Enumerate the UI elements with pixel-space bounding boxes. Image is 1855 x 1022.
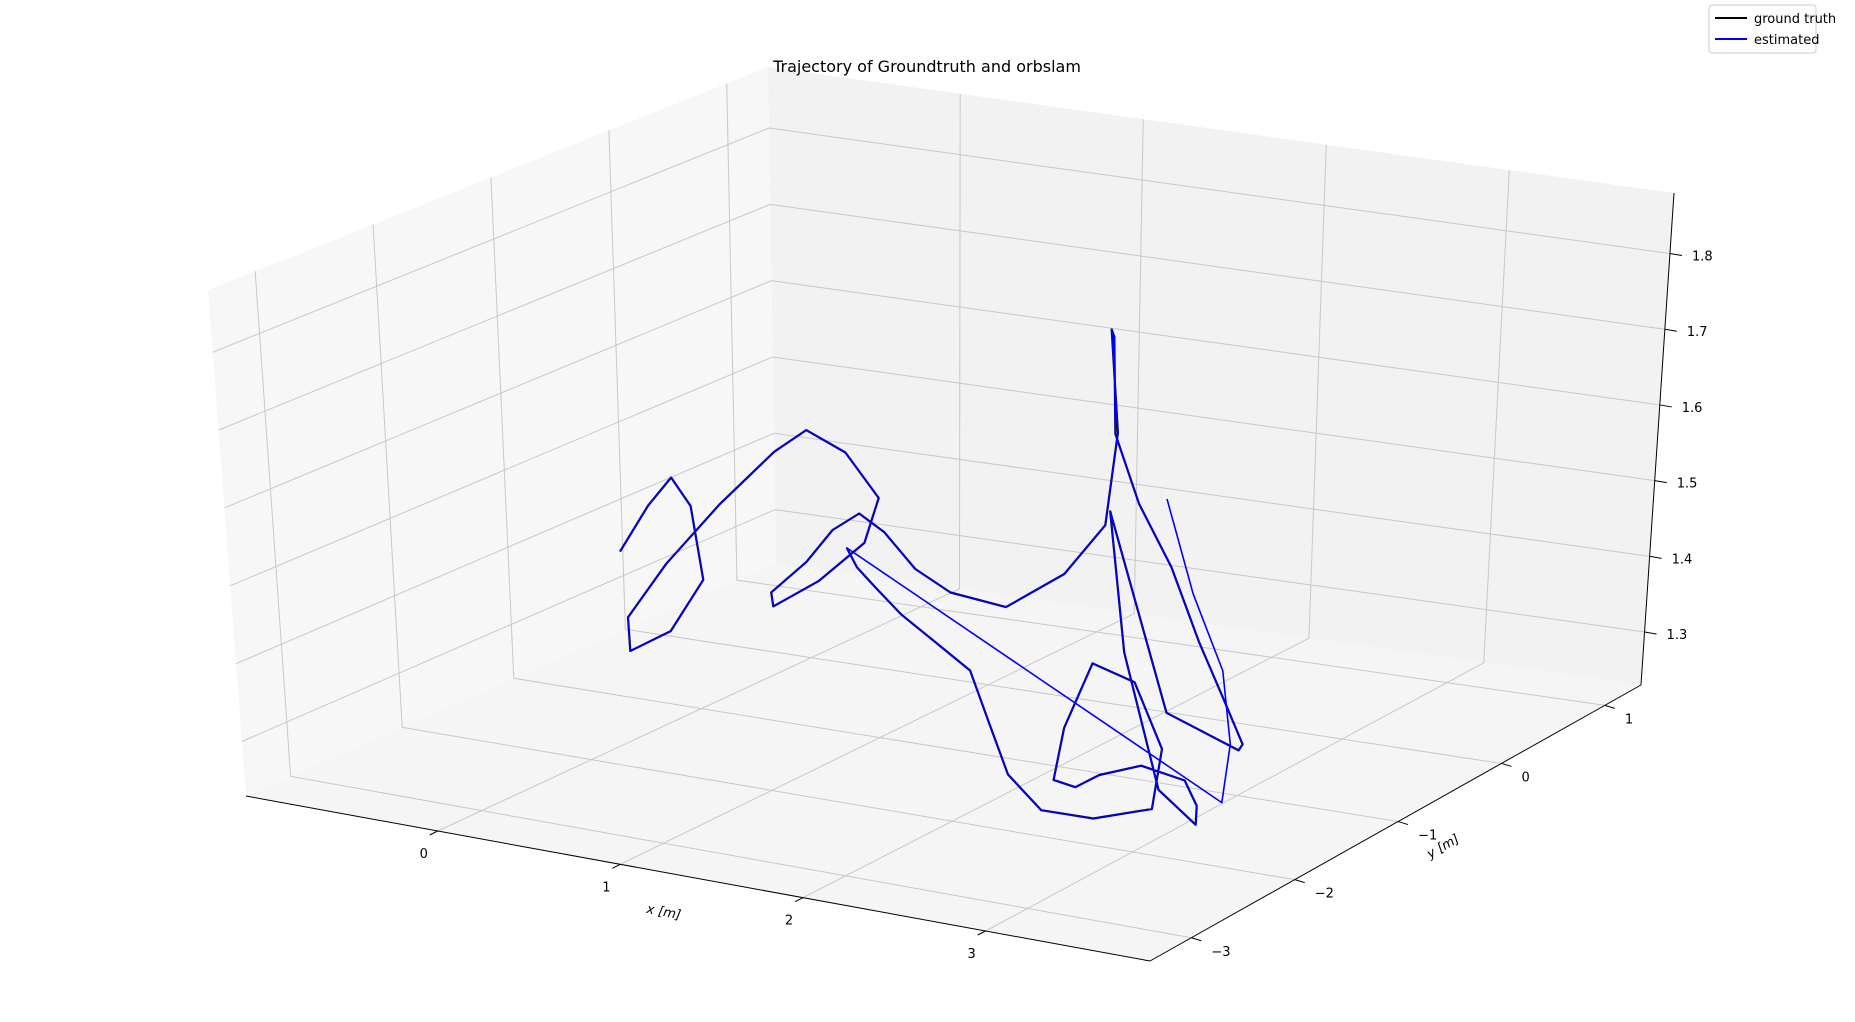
x-grid-line — [985, 170, 1510, 932]
z-tick-label: 1.7 — [1687, 325, 1708, 340]
z-grid-line — [212, 127, 1671, 353]
x-grid-line — [437, 93, 961, 832]
legend-estimated-label: estimated — [1754, 33, 1819, 48]
z-tick-mark — [1644, 631, 1657, 635]
y-tick-mark — [1397, 821, 1409, 826]
legend: ground truth estimated — [1708, 4, 1836, 54]
y-tick-label: −1 — [1418, 829, 1437, 844]
grid-lines — [212, 83, 1671, 939]
y-tick-mark — [1604, 704, 1615, 709]
z-grid-line — [224, 280, 1660, 509]
y-axis-line — [1149, 684, 1642, 962]
y-tick-label: −3 — [1211, 945, 1230, 960]
x-tick-mark — [429, 830, 438, 836]
z-grid-line — [218, 203, 1665, 431]
left-pane — [208, 67, 776, 796]
trajectory-traces — [619, 328, 1244, 826]
x-grid-line — [802, 144, 1327, 899]
back-pane — [768, 67, 1674, 685]
y-grid-line — [726, 83, 1605, 706]
z-tick-label: 1.5 — [1677, 477, 1698, 492]
y-tick-label: 0 — [1521, 770, 1529, 785]
z-grid-line — [241, 509, 1645, 742]
y-tick-mark — [1501, 762, 1512, 767]
x-tick-label: 3 — [967, 947, 975, 962]
y-grid-line — [254, 271, 1192, 939]
z-tick-label: 1.8 — [1692, 250, 1713, 265]
z-tick-mark — [1669, 253, 1683, 257]
z-tick-mark — [1654, 480, 1667, 484]
x-tick-mark — [977, 930, 986, 936]
x-tick-label: 1 — [602, 880, 610, 895]
y-grid-line — [372, 224, 1295, 881]
y-grid-line — [608, 130, 1502, 764]
estimated-trace — [619, 328, 1244, 826]
y-tick-mark — [1191, 937, 1202, 942]
z-axis-line — [1640, 192, 1675, 686]
y-tick-label: −2 — [1315, 887, 1334, 902]
z-tick-mark — [1649, 555, 1662, 559]
z-tick-label: 1.4 — [1672, 552, 1693, 567]
z-tick-label: 1.3 — [1667, 628, 1688, 643]
x-axis-line — [245, 795, 1151, 962]
x-tick-mark — [612, 863, 621, 869]
x-grid-line — [620, 119, 1144, 865]
z-grid-line — [235, 432, 1650, 665]
z-tick-mark — [1659, 404, 1672, 408]
axes-panes — [208, 67, 1674, 961]
legend-ground-truth-label: ground truth — [1754, 12, 1836, 27]
tick-marks: 0 1 2 3 −3 −2 −1 0 1 1.3 1.4 1.5 1.6 1.7 1.8 — [420, 250, 1713, 962]
x-tick-label: 0 — [420, 847, 428, 862]
y-tick-mark — [1294, 879, 1305, 884]
floor-pane — [246, 563, 1641, 961]
y-tick-label: 1 — [1625, 712, 1633, 727]
x-axis-label: x [m] — [644, 902, 682, 924]
x-tick-mark — [794, 897, 804, 903]
z-grid-line — [230, 356, 1655, 587]
z-tick-mark — [1664, 328, 1677, 332]
z-tick-label: 1.6 — [1682, 401, 1703, 416]
chart-title: Trajectory of Groundtruth and orbslam — [772, 57, 1081, 76]
x-tick-label: 2 — [785, 914, 793, 929]
axis-lines — [245, 192, 1675, 962]
